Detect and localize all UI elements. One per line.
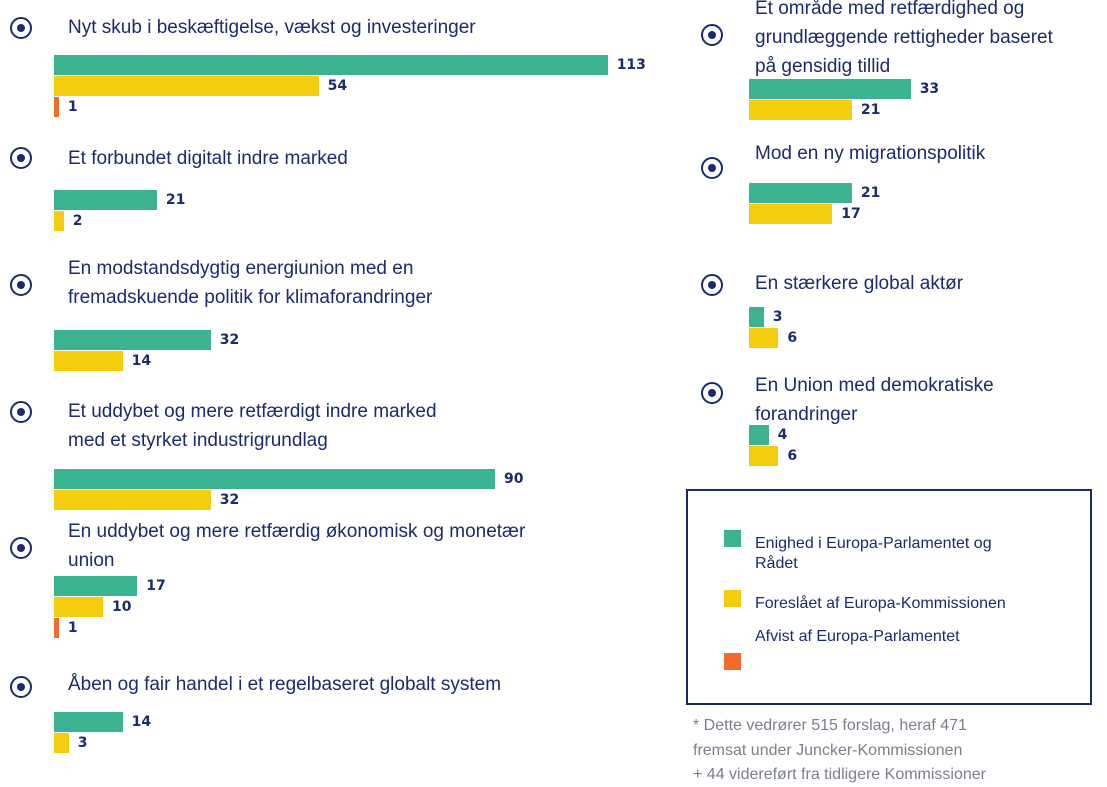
bar — [749, 328, 779, 348]
category-label: En modstandsdygtig energiunion med en fr… — [68, 258, 433, 308]
value-label: 17 — [146, 578, 166, 594]
value-label: 17 — [841, 206, 861, 222]
value-label: 32 — [219, 332, 240, 348]
legend-label: Foreslået af Europa-Kommissionen — [755, 595, 1006, 612]
bar — [54, 469, 495, 489]
category-label: Et område med retfærdighed og grundlægge… — [755, 0, 1053, 77]
bar — [54, 211, 64, 231]
category-label: Åben og fair handel i et regelbaseret gl… — [68, 674, 502, 695]
value-label: 14 — [131, 353, 152, 369]
category-icon — [10, 147, 32, 169]
bar — [749, 204, 833, 224]
legend: Enighed i Europa-Parlamentet og Rådet For… — [686, 489, 1092, 705]
value-label: 54 — [327, 78, 348, 94]
category-label: Et forbundet digitalt indre marked — [68, 148, 348, 169]
value-label: 1 — [67, 99, 78, 115]
bar — [54, 190, 157, 210]
category-icon — [10, 537, 32, 559]
bar — [54, 97, 59, 117]
legend-swatch — [724, 653, 741, 670]
bar — [54, 351, 123, 371]
value-label: 21 — [860, 185, 881, 201]
legend-label: Enighed i Europa-Parlamentet og Rådet — [755, 535, 992, 572]
value-label: 33 — [919, 81, 940, 97]
value-label: 6 — [787, 448, 798, 464]
bar — [54, 712, 123, 732]
value-label: 21 — [165, 192, 186, 208]
category-label: Nyt skub i beskæftigelse, vækst og inves… — [68, 17, 476, 38]
category-label: En uddybet og mere retfærdig økonomisk o… — [68, 521, 526, 571]
category-icon — [701, 157, 723, 179]
value-label: 21 — [860, 102, 881, 118]
bar — [749, 183, 852, 203]
legend-swatch — [724, 530, 741, 547]
value-label: 14 — [131, 714, 152, 730]
category-icon — [10, 676, 32, 698]
bar — [749, 425, 769, 445]
category-label: En Union med demokratiske forandringer — [755, 375, 994, 425]
category-label: Mod en ny migrationspolitik — [755, 143, 986, 164]
bar — [54, 733, 69, 753]
category-icon — [10, 17, 32, 39]
bar — [54, 490, 211, 510]
bar — [749, 446, 779, 466]
bar — [54, 597, 103, 617]
footnote: * Dette vedrører 515 forslag, heraf 471 … — [693, 717, 986, 783]
bar — [749, 307, 764, 327]
value-label: 3 — [772, 309, 783, 325]
value-label: 113 — [616, 57, 646, 73]
category-icon — [701, 382, 723, 404]
value-label: 90 — [504, 471, 524, 487]
bar — [54, 76, 319, 96]
bar — [749, 79, 911, 99]
legend-swatch — [724, 590, 741, 607]
value-label: 1 — [67, 620, 78, 636]
bar — [54, 576, 138, 596]
value-label: 10 — [112, 599, 132, 615]
bar — [749, 100, 852, 120]
category-label: En stærkere global aktør — [755, 273, 964, 294]
legend-label: Afvist af Europa-Parlamentet — [755, 628, 960, 645]
value-label: 6 — [787, 330, 798, 346]
category-icon — [10, 401, 32, 423]
bar — [54, 55, 608, 75]
value-label: 2 — [72, 213, 83, 229]
category-label: Et uddybet og mere retfærdigt indre mark… — [68, 401, 437, 451]
category-icon — [10, 274, 32, 296]
category-icon — [701, 274, 723, 296]
value-label: 4 — [777, 427, 788, 443]
category-icon — [701, 24, 723, 46]
value-label: 3 — [77, 735, 88, 751]
value-label: 32 — [219, 492, 240, 508]
bar — [54, 618, 59, 638]
bar — [54, 330, 211, 350]
